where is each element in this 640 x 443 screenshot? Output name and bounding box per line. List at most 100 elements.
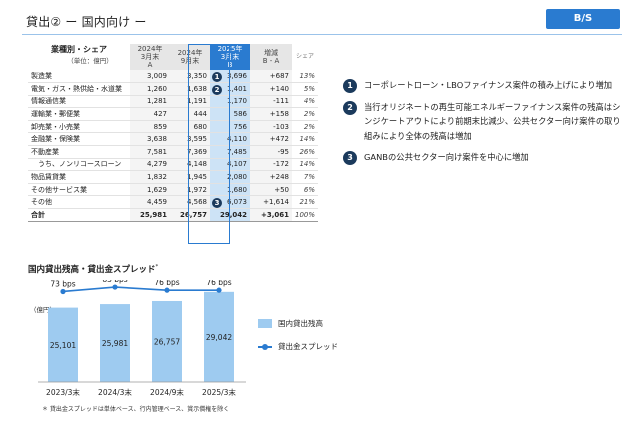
value-fy2024-sep: 4,148: [170, 158, 210, 172]
loan-balance-bar: [100, 304, 130, 382]
value-change: +687: [250, 70, 292, 84]
spread-value-label: 76 bps: [154, 280, 179, 287]
value-share: 2%: [292, 120, 319, 134]
category-label: 2025/3末: [202, 387, 236, 397]
loan-balance-bar: [204, 291, 234, 382]
note-item: 1 コーポレートローン・LBOファイナンス案件の積み上げにより増加: [343, 78, 627, 93]
table-row: 卸売業・小売業 859 680 756 -103 2%: [28, 120, 319, 134]
category-label: 2024/9末: [150, 387, 184, 397]
value-change: +1,614: [250, 195, 292, 210]
spread-value-label: 83 bps: [102, 280, 127, 284]
value-fy2025-mar: 1,680: [210, 183, 250, 197]
note-item: 2 当行オリジネートの再生可能エネルギーファイナンス案件の残高はシンジケートアウ…: [343, 100, 627, 144]
legend-label: 貸出金スプレッド: [278, 342, 338, 351]
value-fy2025-mar: 29,042: [210, 208, 250, 222]
value-fy2024-mar: 1,281: [130, 95, 170, 109]
title-divider: [22, 34, 622, 35]
value-fy2025-mar: 4,107: [210, 158, 250, 172]
value-fy2024-sep: 1,191: [170, 95, 210, 109]
note-marker-badge: 1: [212, 71, 222, 82]
value-fy2025-mar: 1,170: [210, 95, 250, 109]
value-share: 2%: [292, 107, 319, 121]
spread-value-label: 73 bps: [50, 280, 75, 288]
value-change: +472: [250, 132, 292, 147]
chart-title: 国内貸出残高・貸出金スプレッド*: [28, 264, 159, 275]
col-header-b: 2024年 9月末: [170, 44, 210, 70]
value-fy2024-mar: 7,581: [130, 145, 170, 159]
value-fy2024-mar: 1,832: [130, 170, 170, 184]
bar-value-label: 26,757: [154, 337, 180, 346]
value-change: -95: [250, 145, 292, 159]
spread-value-label: 76 bps: [206, 280, 231, 287]
spread-point: [60, 288, 66, 295]
industry-name: その他サービス業: [28, 183, 130, 197]
value-fy2025-mar: 756: [210, 120, 250, 134]
value-change: +140: [250, 82, 292, 96]
value-fy2024-mar: 427: [130, 107, 170, 121]
industry-name: 金融業・保険業: [28, 132, 130, 147]
bar-value-label: 25,101: [50, 341, 76, 350]
value-share: 6%: [292, 183, 319, 197]
note-number-badge: 1: [343, 79, 357, 93]
legend-bar-swatch: [258, 319, 272, 328]
value-change: -111: [250, 95, 292, 109]
table-total-row: 合計 25,981 26,757 29,042 +3,061 100%: [28, 208, 319, 222]
value-fy2024-sep: 4,568: [170, 195, 210, 210]
note-text: コーポレートローン・LBOファイナンス案件の積み上げにより増加: [364, 80, 613, 90]
value-share: 4%: [292, 95, 319, 109]
category-label: 2024/3末: [98, 387, 132, 397]
spread-point: [216, 287, 222, 293]
value-share: 7%: [292, 170, 319, 184]
industry-name: 情報通信業: [28, 95, 130, 109]
value-fy2025-mar: 3 6,073: [210, 195, 250, 210]
value-fy2025-mar: 7,485: [210, 145, 250, 159]
value-fy2024-mar: 3,009: [130, 70, 170, 84]
industry-name: 卸売業・小売業: [28, 120, 130, 134]
value-fy2024-sep: 7,369: [170, 145, 210, 159]
note-marker-badge: 3: [212, 197, 222, 208]
table-row: 物品賃貸業 1,832 1,945 2,080 +248 7%: [28, 170, 319, 184]
bs-badge: B/S: [546, 9, 620, 29]
loan-balance-bar: [152, 300, 182, 382]
note-number-badge: 3: [343, 151, 357, 165]
value-change: +248: [250, 170, 292, 184]
value-fy2024-sep: 26,757: [170, 208, 210, 222]
value-share: 26%: [292, 145, 319, 159]
value-change: -103: [250, 120, 292, 134]
value-change: +158: [250, 107, 292, 121]
table-row: その他 4,459 4,568 3 6,073 +1,614 21%: [28, 195, 319, 210]
table-row: 製造業 3,009 3,350 1 3,696 +687 13%: [28, 70, 319, 84]
value-fy2024-mar: 859: [130, 120, 170, 134]
value-share: 14%: [292, 158, 319, 172]
loans-spread-chart: （億円） 25,101 2023/3末 25,981 2024/3末 26,757 202…: [30, 280, 246, 397]
value-fy2025-mar: 586: [210, 107, 250, 121]
note-item: 3 GANBの公共セクター向け案件を中心に増加: [343, 150, 627, 165]
value-fy2024-mar: 1,260: [130, 82, 170, 96]
chart-footnote: ＊ 貸出金スプレッドは単体ベース、行内管理ベース、賞示償権を除く: [42, 406, 230, 413]
spread-point: [112, 284, 118, 290]
spread-line-path: [62, 286, 219, 293]
value-fy2024-sep: 1,638: [170, 82, 210, 96]
value-share: 14%: [292, 132, 319, 147]
page-title: 貸出② ー 国内向け ー: [26, 15, 147, 29]
industry-name: 不動産業: [28, 145, 130, 159]
value-change: +3,061: [250, 208, 292, 222]
bar-value-label: 25,981: [102, 339, 128, 348]
table-row: 情報通信業 1,281 1,191 1,170 -111 4%: [28, 95, 319, 109]
category-label: 2023/3末: [46, 387, 80, 397]
value-change: -172: [250, 158, 292, 172]
value-fy2024-sep: 1,972: [170, 183, 210, 197]
value-fy2024-sep: 3,350: [170, 70, 210, 84]
chart-unit-label: （億円）: [30, 305, 56, 314]
col-header-share: シェア: [296, 53, 315, 60]
note-marker-badge: 2: [212, 84, 222, 95]
value-change: +50: [250, 183, 292, 197]
value-fy2024-mar: 4,279: [130, 158, 170, 172]
table-header-row: 業種別・シェア （単位：億円） 2024年 3月末 A 2024年 9月末 2025年…: [28, 44, 318, 70]
note-number-badge: 2: [343, 100, 357, 115]
value-fy2024-mar: 25,981: [130, 208, 170, 222]
col-header-d: 増減 B - A: [250, 44, 292, 70]
note-text: 当行オリジネートの再生可能エネルギーファイナンス案件の残高はシンジケートアウトに…: [364, 101, 621, 141]
industry-name: 電気・ガス・熱供給・水道業: [28, 82, 130, 96]
value-fy2024-mar: 4,459: [130, 195, 170, 210]
